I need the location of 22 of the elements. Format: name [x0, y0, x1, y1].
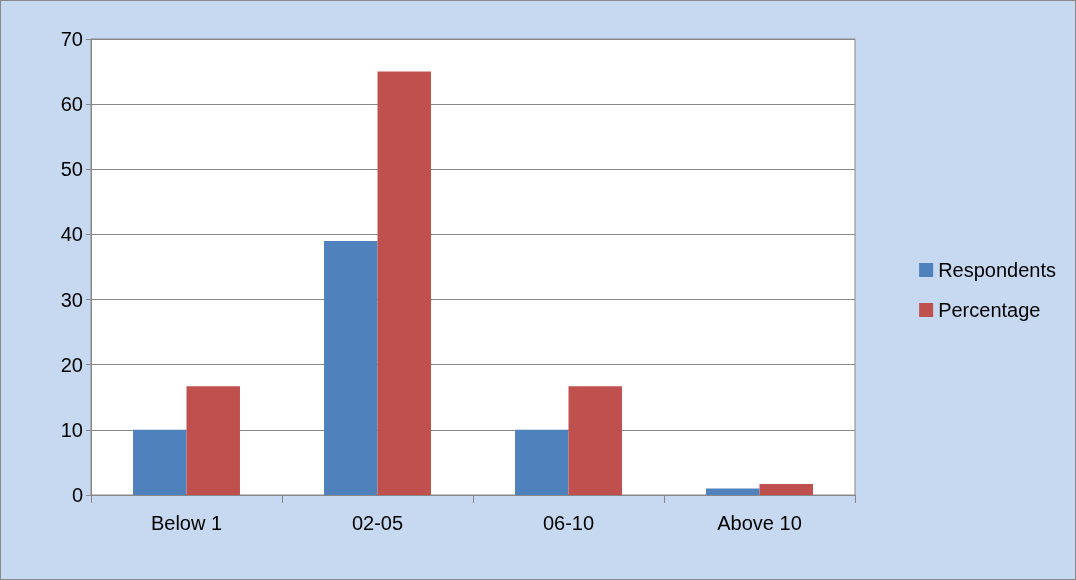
- x-tick-label: Below 1: [150, 512, 223, 534]
- y-tick-label: 10: [60, 418, 83, 441]
- y-tick-label: 30: [60, 288, 83, 311]
- y-tick-label: 70: [60, 28, 83, 50]
- x-tick-label: Above 10: [717, 512, 802, 534]
- legend-label: Respondents: [938, 259, 1057, 281]
- y-tick-label: 20: [60, 353, 83, 376]
- y-tick-label: 50: [60, 158, 83, 181]
- x-tick-label: 02-05: [351, 512, 404, 534]
- bar: [377, 71, 431, 495]
- bar: [133, 429, 187, 495]
- legend-label: Percentage: [938, 299, 1041, 321]
- y-tick-label: 40: [60, 223, 83, 246]
- bar: [568, 386, 622, 495]
- bar: [759, 483, 813, 495]
- bar: [706, 488, 760, 495]
- y-tick-label: 0: [71, 484, 83, 506]
- y-tick-label: 60: [60, 93, 83, 116]
- bar: [186, 386, 240, 495]
- x-tick-label: 06-10: [542, 512, 595, 534]
- bar: [324, 240, 378, 495]
- bar: [515, 429, 569, 495]
